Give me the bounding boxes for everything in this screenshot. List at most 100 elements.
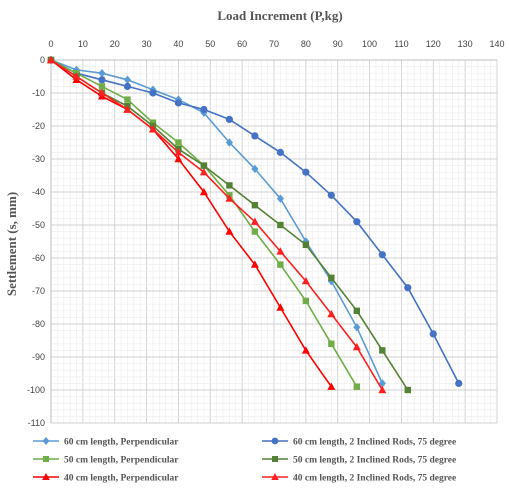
data-point [251,202,259,209]
data-point [328,340,335,347]
y-tick-label: -50 [32,220,45,230]
legend-swatch-marker [271,437,279,445]
data-point [149,89,157,97]
data-point [123,75,132,84]
data-point [72,72,81,80]
data-point [226,182,233,189]
legend-item: 60 cm length, Perpendicular [33,437,179,448]
data-point [327,276,335,286]
x-tick-label: 80 [301,39,311,49]
series-group [47,55,463,394]
legend-label: 60 cm length, Perpendicular [64,438,179,448]
data-point [302,297,310,305]
data-point [378,385,387,394]
data-point [327,191,335,199]
y-tick-label: -110 [28,418,45,428]
legend-label: 50 cm length, Perpendicular [64,456,179,466]
data-point [302,168,310,176]
data-point [124,96,131,103]
data-point [276,148,284,156]
data-point [225,227,234,235]
legend-swatch-marker [42,473,50,480]
data-point [353,307,361,314]
data-point [378,379,386,388]
y-tick-label: 0 [40,55,45,65]
data-point [455,379,463,387]
data-point [174,148,183,156]
x-tick-label: 90 [333,39,343,49]
data-point [378,251,386,259]
y-tick-label: -100 [27,385,45,395]
x-tick-label: 120 [426,39,441,49]
series-line [50,59,384,391]
data-point [276,194,284,203]
data-point [302,241,310,248]
data-point [47,55,55,64]
x-tick-label: 40 [173,39,183,49]
legend-swatch-marker [42,437,50,445]
x-tick-label: 0 [48,39,53,49]
data-point [353,383,361,390]
legend-item: 50 cm length, Perpendicular [33,456,179,466]
data-point [199,168,208,176]
legend-label: 50 cm length, 2 Inclined Rods, 75 degree [293,456,456,466]
data-point [301,276,310,285]
legend-swatch-marker [271,473,279,480]
data-point [353,323,361,332]
legend-item: 40 cm length, 2 Inclined Rods, 75 degree [262,473,456,484]
data-point [352,342,361,351]
data-point [200,162,208,169]
x-tick-label: 50 [205,39,215,49]
data-point [225,115,233,123]
data-point [429,330,437,338]
x-tick-label: 110 [394,39,408,49]
x-tick-label: 140 [489,39,504,49]
x-axis-title: Load Increment (P,kg) [217,8,342,23]
data-point [276,247,285,255]
data-point [276,303,285,311]
legend-item: 50 cm length, 2 Inclined Rods, 75 degree [262,456,456,466]
x-tick-label: 70 [269,39,279,49]
x-tick-label: 60 [237,39,247,49]
data-point [353,218,361,226]
series-line [50,59,332,388]
data-point [327,309,336,318]
data-point [277,221,284,229]
y-axis-title: Settlement (s, mm) [4,192,19,296]
data-point [251,164,259,174]
y-tick-label: -20 [32,121,45,131]
y-tick-label: -10 [32,88,45,98]
data-point [97,88,106,97]
y-tick-label: -60 [32,253,45,263]
data-point [225,194,234,202]
data-point [174,154,183,163]
data-point [98,69,106,78]
data-point [301,346,310,354]
data-point [98,83,106,90]
legend: 60 cm length, Perpendicular 50 cm length,… [33,437,456,484]
y-tick-label: -40 [32,187,45,197]
data-point [327,382,336,390]
data-point [277,261,284,268]
grid [50,59,498,424]
legend-label: 40 cm length, 2 Inclined Rods, 75 degree [293,474,456,484]
data-point [148,125,157,133]
x-tick-label: 20 [110,39,120,49]
series-line [50,59,384,384]
data-point [225,138,233,147]
data-point [404,284,412,292]
data-point [175,139,182,146]
y-tick-label: -80 [32,319,45,329]
legend-label: 40 cm length, Perpendicular [64,474,179,484]
legend-label: 60 cm length, 2 Inclined Rods, 75 degree [293,438,456,448]
data-point [149,119,157,126]
data-point [302,237,310,246]
axes: 0 10 20 30 40 50 60 70 80 90 100 110 120 130 140 0 -10 -2… [27,39,505,428]
data-point [174,99,183,107]
legend-item: 60 cm length, 2 Inclined Rods, 75 degree [262,438,456,448]
data-point [328,274,335,281]
data-point [123,105,132,113]
data-point [404,386,411,394]
